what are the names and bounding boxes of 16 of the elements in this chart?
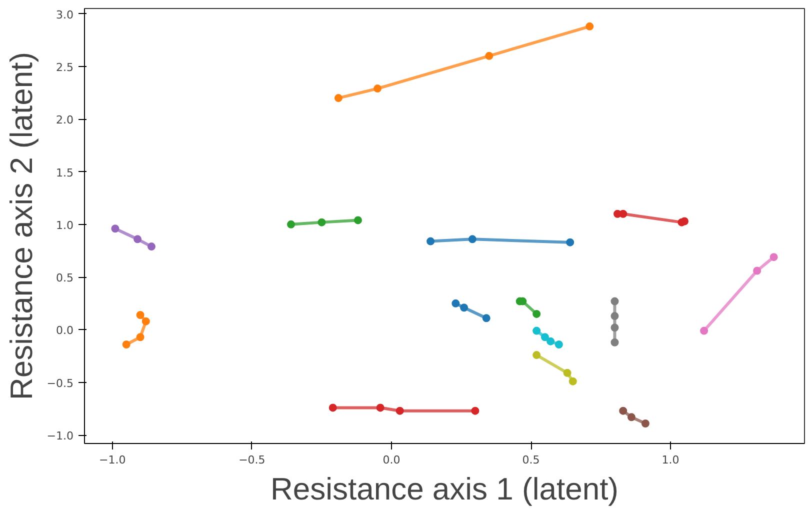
x-tick-label: −0.5: [238, 454, 266, 466]
y-axis-title: Resistance axis 2 (latent): [4, 52, 39, 400]
y-tick-label: 1.5: [56, 166, 74, 180]
y-tick-label: 2.0: [56, 114, 74, 127]
y-tick-label: −1.0: [46, 430, 74, 443]
x-tick-label: 1.0: [662, 454, 680, 466]
y-tick-label: 0.0: [56, 324, 74, 338]
y-tick-label: −0.5: [46, 376, 74, 390]
y-tick-label: 3.0: [56, 8, 74, 22]
x-tick-label: 0.5: [522, 454, 540, 466]
y-tick-label: 2.5: [56, 60, 74, 74]
y-tick-label: 0.5: [56, 272, 74, 285]
x-tick-label: −1.0: [99, 454, 126, 466]
x-tick-label: 0.0: [382, 454, 400, 466]
x-axis-title: Resistance axis 1 (latent): [270, 472, 619, 506]
y-tick-label: 1.0: [56, 218, 74, 232]
